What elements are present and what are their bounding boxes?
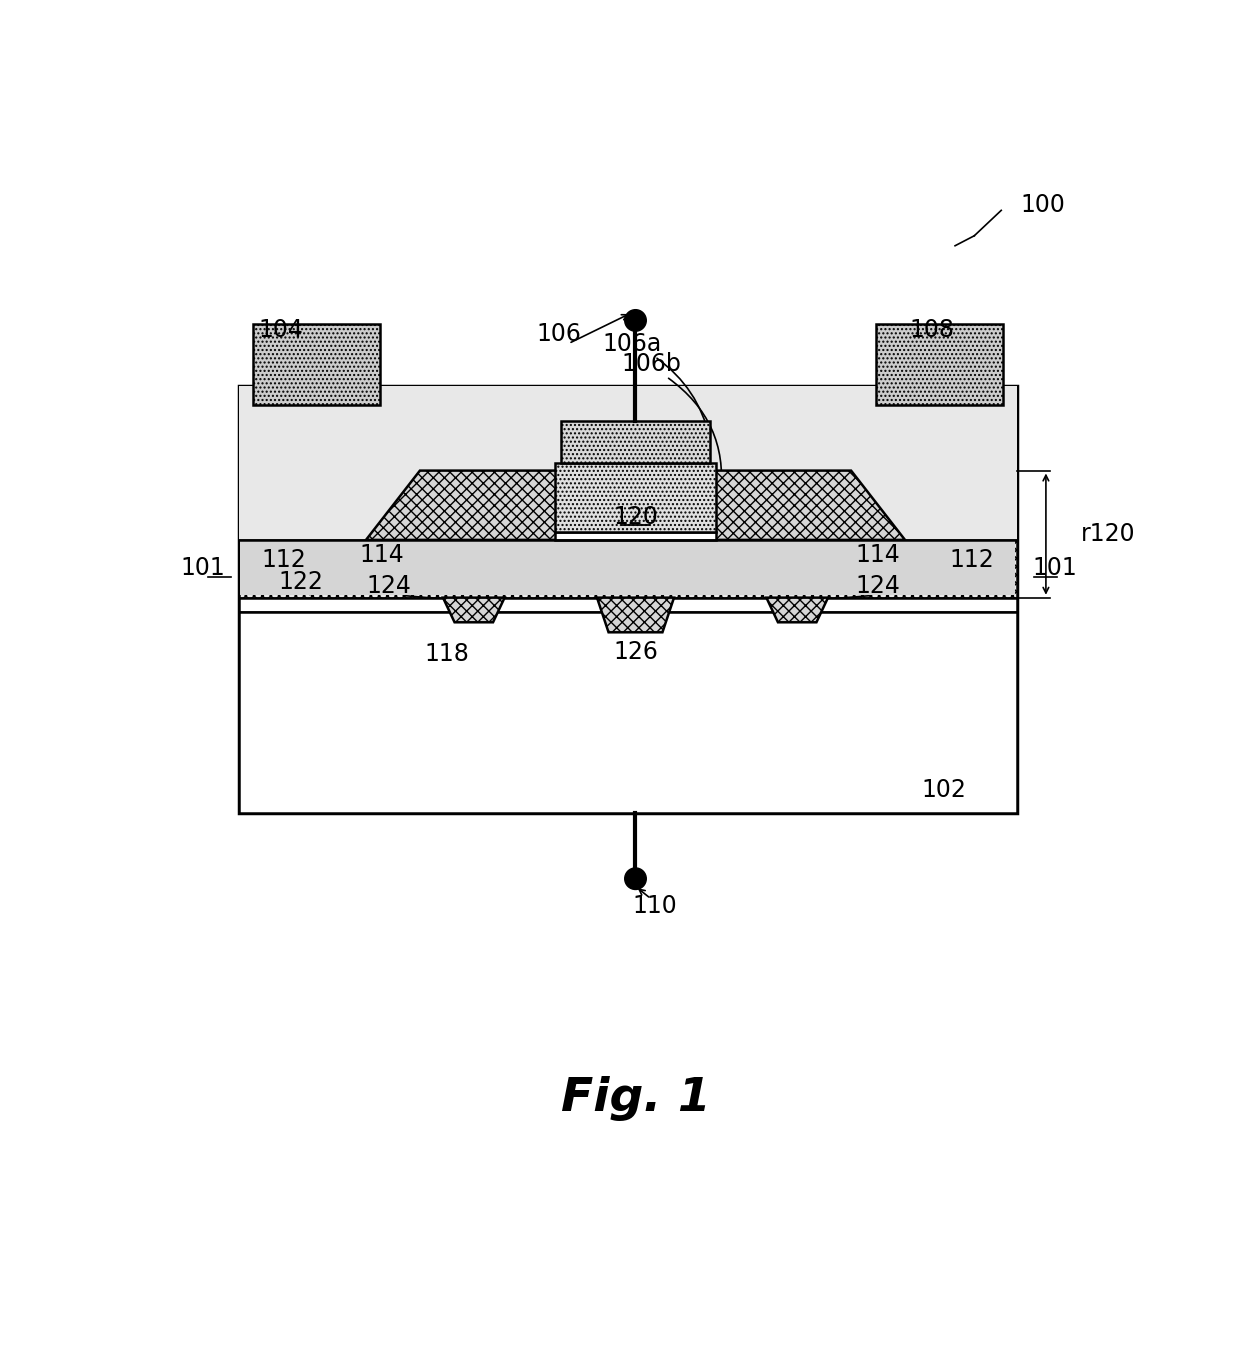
Polygon shape: [443, 598, 505, 622]
Text: 106a: 106a: [603, 332, 661, 355]
Polygon shape: [766, 598, 828, 622]
Text: 110: 110: [632, 894, 677, 917]
Text: 108: 108: [909, 318, 955, 343]
Bar: [560, 420, 711, 463]
Text: 101: 101: [180, 557, 226, 580]
Polygon shape: [596, 598, 675, 633]
Text: 101: 101: [1032, 557, 1076, 580]
Circle shape: [625, 310, 646, 331]
Text: 124: 124: [367, 575, 412, 598]
Text: 118: 118: [424, 642, 469, 665]
Text: 106b: 106b: [621, 352, 681, 377]
Bar: [239, 386, 1017, 539]
Bar: [239, 598, 1017, 611]
Text: 112: 112: [950, 547, 994, 572]
Text: 100: 100: [1021, 192, 1065, 217]
Polygon shape: [366, 470, 905, 539]
Text: 114: 114: [360, 543, 404, 568]
Text: 120: 120: [613, 505, 658, 528]
Text: Fig. 1: Fig. 1: [560, 1076, 711, 1121]
Bar: [554, 463, 717, 533]
Bar: [241, 539, 1016, 595]
Text: 122: 122: [278, 570, 322, 595]
Bar: [253, 324, 379, 405]
Text: r120: r120: [1080, 522, 1135, 546]
Bar: [239, 611, 1017, 813]
Bar: [554, 533, 717, 539]
Circle shape: [625, 869, 646, 889]
Bar: [239, 539, 1017, 598]
Text: 124: 124: [856, 575, 900, 598]
Bar: [875, 324, 1003, 405]
Text: 106: 106: [536, 321, 580, 346]
Text: 112: 112: [262, 547, 306, 572]
Text: 102: 102: [921, 778, 966, 802]
Text: 126: 126: [613, 640, 658, 664]
Text: 114: 114: [856, 543, 900, 568]
Bar: [239, 386, 1017, 813]
Text: 104: 104: [259, 318, 304, 343]
